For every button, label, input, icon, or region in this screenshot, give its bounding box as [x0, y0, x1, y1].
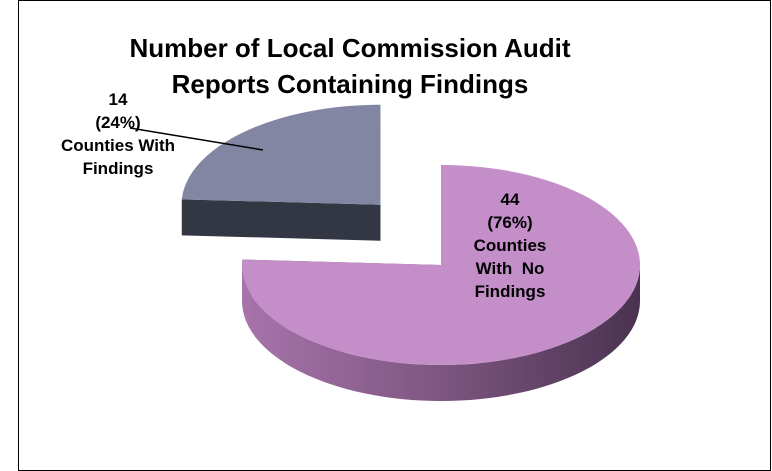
leader-line [129, 127, 264, 151]
value-label: 44 [500, 190, 520, 209]
chart-title: Number of Local Commission Audit Reports… [129, 33, 571, 99]
slice [181, 104, 381, 241]
data-label: 14 (24%) Counties With Findings [48, 88, 188, 180]
slice-side [242, 265, 640, 401]
slice-top [181, 104, 381, 205]
category-label: Counties With No Findings [473, 236, 552, 301]
data-label: 44 (76%) Counties With No Findings [462, 188, 558, 303]
category-label: Counties With Findings [60, 136, 176, 178]
slice-side [181, 199, 381, 241]
percent-label: (76%) [487, 213, 533, 232]
pie [181, 104, 640, 401]
value-label: 14 [108, 90, 128, 109]
slice-top [241, 165, 640, 365]
percent-label: (24%) [95, 113, 141, 132]
slice [241, 165, 640, 401]
